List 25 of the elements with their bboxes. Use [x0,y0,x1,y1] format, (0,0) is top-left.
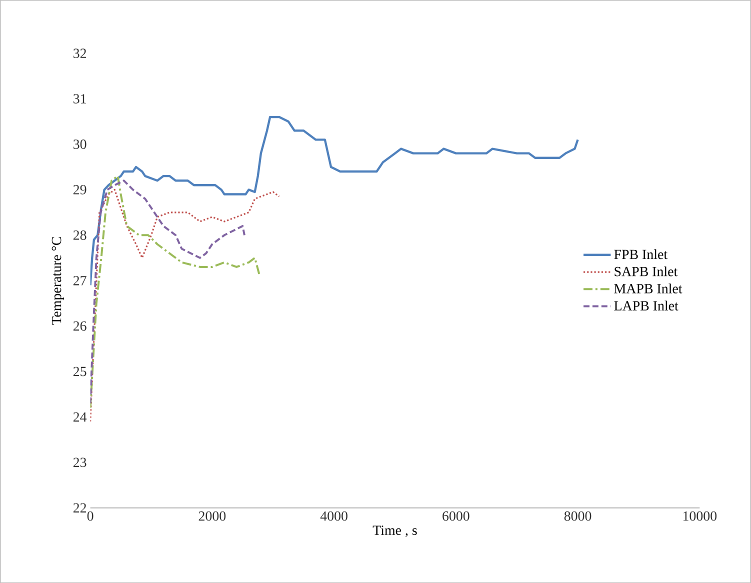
y-tick-label: 32 [74,48,86,58]
legend-label: FPB Inlet [614,249,668,260]
x-tick-label: 6000 [442,511,470,521]
y-tick-label: 23 [73,458,86,468]
x-axis-title: Time , s [372,526,417,537]
line-series [90,116,579,286]
y-tick-label: 27 [73,276,86,286]
y-tick-label: 30 [74,139,86,149]
y-tick-label: 31 [74,94,86,104]
y-tick-label: 29 [73,184,86,194]
legend-label: SAPB Inlet [614,266,678,276]
x-tick-label: 2000 [198,511,226,521]
y-tick-label: 22 [73,503,86,512]
y-tick-label: 28 [73,230,86,240]
legend-label: MAPB Inlet [614,283,682,294]
y-tick-label: 26 [73,321,86,331]
y-axis-title: Temperature °C [52,237,64,325]
line-series [90,188,280,422]
y-tick-label: 24 [73,412,87,422]
legend-label: LAPB Inlet [614,300,678,310]
x-tick-label: 10000 [683,511,717,521]
x-tick-label: 4000 [320,511,348,521]
x-tick-label: 0 [87,511,94,521]
y-tick-label: 25 [73,366,86,376]
x-tick-label: 8000 [564,511,592,521]
